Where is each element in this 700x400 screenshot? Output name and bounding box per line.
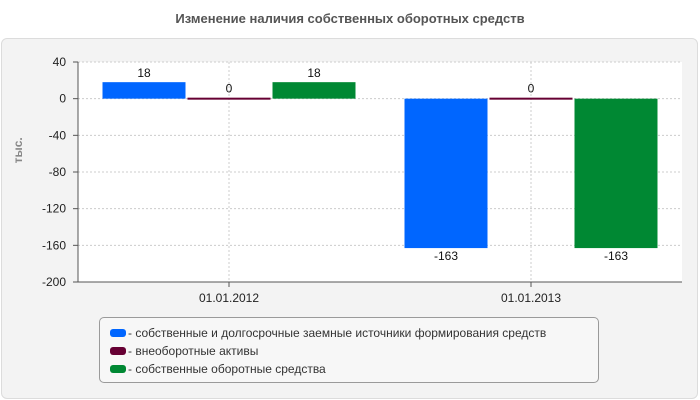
- y-tick-label: 40: [53, 55, 67, 69]
- bar: [187, 97, 271, 100]
- data-label: 0: [226, 82, 233, 96]
- y-tick-label: -160: [42, 238, 66, 252]
- bar: [272, 82, 356, 99]
- data-label: -163: [604, 249, 628, 263]
- chart-title: Изменение наличия собственных оборотных …: [175, 11, 525, 26]
- legend-swatch: [110, 329, 126, 337]
- legend-label: - собственные оборотные средства: [128, 362, 326, 376]
- legend: - собственные и долгосрочные заемные ист…: [99, 317, 599, 383]
- data-label: 0: [528, 82, 535, 96]
- y-tick-label: -200: [42, 275, 66, 289]
- data-label: 18: [137, 66, 151, 80]
- legend-item-sources: - собственные и долгосрочные заемные ист…: [100, 324, 598, 342]
- bar: [574, 98, 658, 249]
- x-tick-label: 01.01.2013: [501, 291, 561, 305]
- legend-label: - собственные и долгосрочные заемные ист…: [128, 326, 547, 340]
- bar: [102, 82, 186, 99]
- bar: [489, 97, 573, 100]
- legend-swatch: [110, 347, 126, 355]
- y-tick-label: 0: [59, 92, 66, 106]
- legend-swatch: [110, 365, 126, 373]
- data-label: 18: [307, 66, 321, 80]
- x-tick-label: 01.01.2012: [199, 291, 259, 305]
- legend-item-noncurrent-assets: - внеоборотные активы: [100, 342, 598, 360]
- data-label: -163: [434, 249, 458, 263]
- y-tick-label: -120: [42, 202, 66, 216]
- y-axis-title: тыс.: [11, 137, 25, 163]
- y-tick-label: -40: [49, 128, 67, 142]
- bar: [404, 98, 488, 249]
- legend-label: - внеоборотные активы: [128, 344, 259, 358]
- legend-item-working-capital: - собственные оборотные средства: [100, 360, 598, 378]
- y-tick-label: -80: [49, 165, 67, 179]
